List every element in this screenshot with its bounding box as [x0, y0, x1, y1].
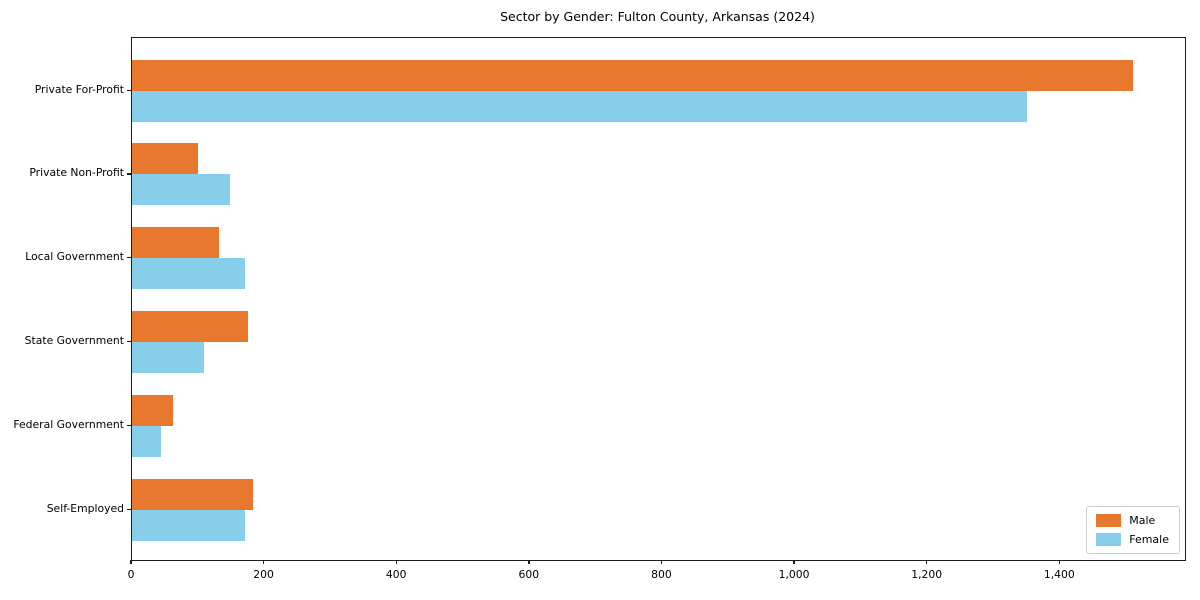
ytick-mark-state-government [127, 340, 131, 343]
ytick-mark-federal-government [127, 424, 131, 426]
ytick-label-local-government: Local Government [25, 250, 124, 264]
legend-label-female: Female [1129, 533, 1169, 546]
xtick-label-800: 800 [651, 568, 672, 581]
ytick-label-state-government: State Government [24, 333, 124, 347]
xtick-mark-0 [130, 560, 132, 565]
xtick-label-200: 200 [253, 568, 274, 581]
bar-female-self-employed [132, 509, 245, 541]
bar-male-private-for-profit [132, 59, 1134, 91]
legend: Male Female [1086, 506, 1180, 554]
xtick-mark-1400 [1058, 560, 1060, 565]
ytick-mark-self-employed [127, 508, 131, 510]
bar-female-private-non-profit [132, 174, 231, 206]
ytick-label-federal-government: Federal Government [13, 417, 124, 431]
xtick-label-1000: 1,000 [778, 568, 810, 581]
ytick-label-self-employed: Self-Employed [46, 501, 124, 515]
bar-female-state-government [132, 341, 204, 373]
bar-male-state-government [132, 310, 249, 342]
xtick-mark-1000 [793, 560, 795, 565]
ytick-label-private-non-profit: Private Non-Profit [29, 166, 124, 180]
legend-swatch-male [1096, 514, 1122, 527]
ytick-mark-private-for-profit [127, 89, 131, 91]
ytick-label-private-for-profit: Private For-Profit [34, 82, 124, 96]
bar-male-federal-government [132, 394, 174, 426]
bar-female-local-government [132, 258, 246, 290]
legend-item-male: Male [1096, 514, 1169, 527]
chart-title: Sector by Gender: Fulton County, Arkansa… [500, 9, 815, 24]
ytick-mark-private-non-profit [127, 173, 131, 175]
xtick-mark-200 [262, 560, 265, 565]
xtick-label-400: 400 [385, 568, 407, 581]
legend-swatch-female [1096, 533, 1122, 546]
legend-label-male: Male [1129, 514, 1156, 527]
legend-item-female: Female [1096, 533, 1169, 546]
bar-male-private-non-profit [132, 143, 199, 175]
xtick-mark-600 [528, 560, 530, 565]
plot-area: Male Female [131, 37, 1186, 561]
xtick-label-0: 0 [127, 568, 135, 581]
xtick-mark-1200 [926, 560, 928, 565]
xtick-mark-400 [395, 560, 397, 565]
xtick-mark-800 [660, 560, 663, 565]
bar-male-local-government [132, 227, 219, 259]
xtick-label-600: 600 [518, 568, 540, 581]
bar-female-private-for-profit [132, 90, 1028, 122]
xtick-label-1400: 1,400 [1043, 568, 1075, 581]
bar-female-federal-government [132, 425, 162, 457]
ytick-mark-local-government [127, 257, 131, 259]
bar-male-self-employed [132, 478, 254, 510]
xtick-label-1200: 1,200 [911, 568, 943, 581]
